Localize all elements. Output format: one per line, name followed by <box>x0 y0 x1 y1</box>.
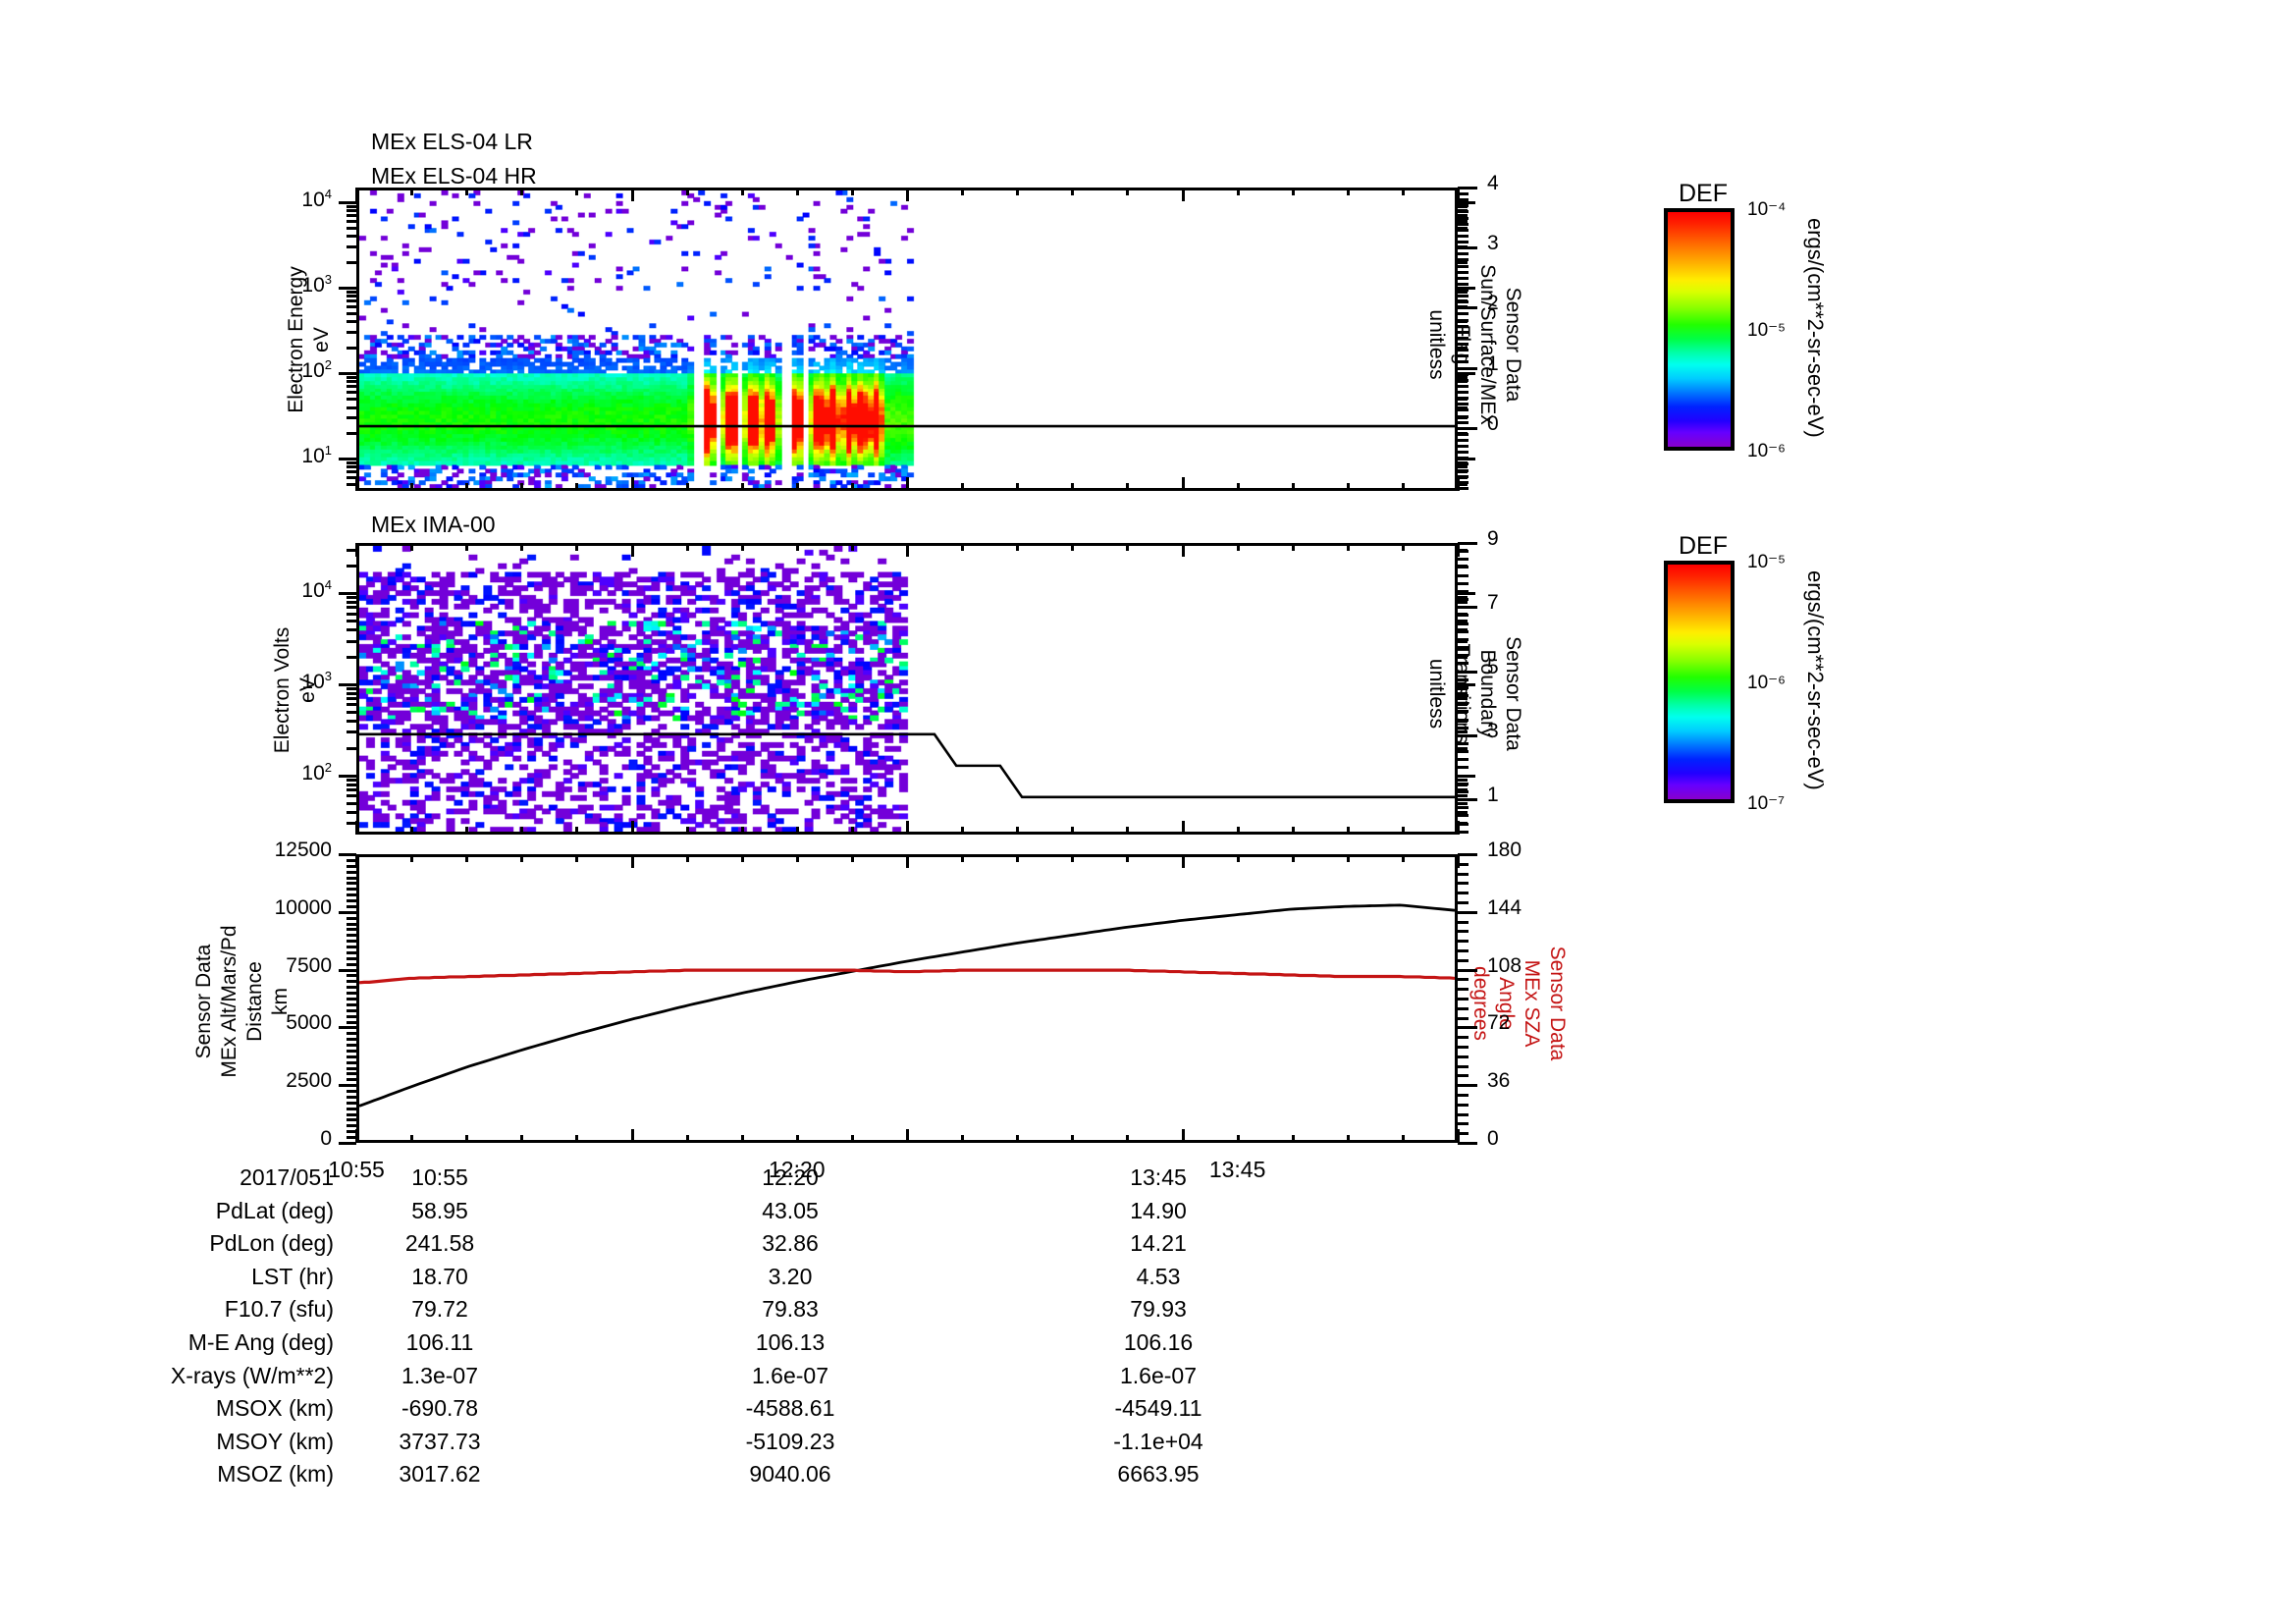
panel-alt-ylabel-line2: MEx Alt/Mars/Pd <box>218 925 240 1078</box>
colorbar-2-title: DEF <box>1679 532 1728 560</box>
panel-ima-right-label-line2: Boundary <box>1476 649 1499 738</box>
table-cell: 14.21 <box>1130 1230 1187 1257</box>
table-cell: -4588.61 <box>745 1395 835 1422</box>
table-cell: 10:55 <box>411 1164 468 1190</box>
table-cell: 43.05 <box>762 1197 819 1223</box>
table-row-label: PdLon (deg) <box>209 1230 334 1257</box>
panel-ima-right-label-line1: Sensor Data <box>1502 636 1524 751</box>
table-row-label: 2017/051 <box>240 1164 334 1190</box>
table-cell: 1.6e-07 <box>751 1362 828 1388</box>
colorbar-1-top-label: 10⁻⁴ <box>1747 199 1787 220</box>
table-cell: 1.6e-07 <box>1119 1362 1197 1388</box>
panel-alt-right-label-line1: Sensor Data <box>1546 946 1569 1061</box>
table-cell: 106.13 <box>755 1329 826 1355</box>
panel-els-plot-area <box>356 188 1458 491</box>
panel-alt-right-label-line3: Angle <box>1495 977 1518 1030</box>
ima-spectrogram <box>359 546 1455 832</box>
table-cell: 9040.06 <box>749 1461 831 1488</box>
colorbar-1-bottom-label: 10⁻⁶ <box>1747 441 1786 461</box>
colorbar-2 <box>1664 561 1735 803</box>
table-cell: 241.58 <box>404 1230 475 1257</box>
colorbar-2-unit: ergs/(cm**2-sr-sec-eV) <box>1803 570 1828 790</box>
table-cell: 1.3e-07 <box>400 1362 478 1388</box>
panel-ima-ylabel-line2: eV <box>296 677 319 703</box>
table-cell: 79.83 <box>762 1296 819 1323</box>
els-spectrogram <box>359 190 1455 488</box>
ephemeris-table: 2017/051 10:55 12:20 13:45 PdLat (deg) 58.95 4… <box>0 0 2296 1487</box>
panel-ima-title: MEx IMA-00 <box>371 512 496 537</box>
table-row-label: F10.7 (sfu) <box>224 1296 334 1323</box>
table-cell: 79.72 <box>411 1296 468 1323</box>
panel-ima-right-label-line3: Transitions <box>1451 643 1473 744</box>
colorbar-2-bottom-label: 10⁻⁷ <box>1747 793 1786 814</box>
table-cell: 14.90 <box>1130 1197 1187 1223</box>
table-cell: 18.70 <box>411 1263 468 1289</box>
panel-alt-right-label-line4: degrees <box>1469 966 1492 1041</box>
table-row-label: LST (hr) <box>251 1263 334 1289</box>
panel-els-title-hr: MEx ELS-04 HR <box>371 163 537 189</box>
panel-ima-plot-area <box>356 543 1458 835</box>
table-cell: 106.16 <box>1123 1329 1194 1355</box>
table-row-label: MSOX (km) <box>215 1395 334 1422</box>
table-cell: 58.95 <box>411 1197 468 1223</box>
colorbar-2-mid-label: 10⁻⁶ <box>1747 673 1786 693</box>
table-cell: 3017.62 <box>399 1461 481 1488</box>
panel-alt-ylabel-line1: Sensor Data <box>192 944 215 1059</box>
panel-alt-ylabel-line3: Distance <box>243 961 266 1042</box>
colorbar-1-title: DEF <box>1679 180 1728 207</box>
ima-boundary-overlay <box>359 546 1455 832</box>
table-row-label: PdLat (deg) <box>215 1197 334 1223</box>
table-cell: 32.86 <box>762 1230 819 1257</box>
panel-ima-ylabel-line1: Electron Volts <box>271 626 294 754</box>
table-row-label: X-rays (W/m**2) <box>170 1362 334 1388</box>
alt-sza-lines <box>359 857 1455 1140</box>
panel-els-title-lr: MEx ELS-04 LR <box>371 129 533 154</box>
table-cell: 6663.95 <box>1117 1461 1200 1488</box>
table-cell: 3.20 <box>768 1263 813 1289</box>
table-cell: -5109.23 <box>745 1428 835 1454</box>
panel-alt-plot-area <box>356 854 1458 1143</box>
table-cell: -690.78 <box>400 1395 478 1422</box>
colorbar-2-top-label: 10⁻⁵ <box>1747 552 1787 572</box>
table-row-label: MSOY (km) <box>216 1428 334 1454</box>
els-flag-overlay <box>359 190 1455 488</box>
table-row-label: MSOZ (km) <box>217 1461 334 1488</box>
table-cell: 3737.73 <box>399 1428 481 1454</box>
table-cell: -4549.11 <box>1114 1395 1202 1422</box>
table-cell: 79.93 <box>1130 1296 1187 1323</box>
table-cell: 4.53 <box>1136 1263 1181 1289</box>
table-cell: 13:45 <box>1130 1164 1187 1190</box>
panel-ima-right-label-line4: unitless <box>1425 658 1448 730</box>
table-cell: 106.11 <box>405 1329 474 1355</box>
colorbar-1 <box>1664 208 1735 451</box>
table-cell: -1.1e+04 <box>1113 1428 1203 1454</box>
panel-alt-ylabel-line4: km <box>269 988 292 1015</box>
colorbar-1-mid-label: 10⁻⁵ <box>1747 320 1787 341</box>
table-cell: 12:20 <box>762 1164 819 1190</box>
table-row-label: M-E Ang (deg) <box>187 1329 334 1355</box>
panel-alt-right-label-line2: MEx SZA <box>1521 959 1543 1048</box>
